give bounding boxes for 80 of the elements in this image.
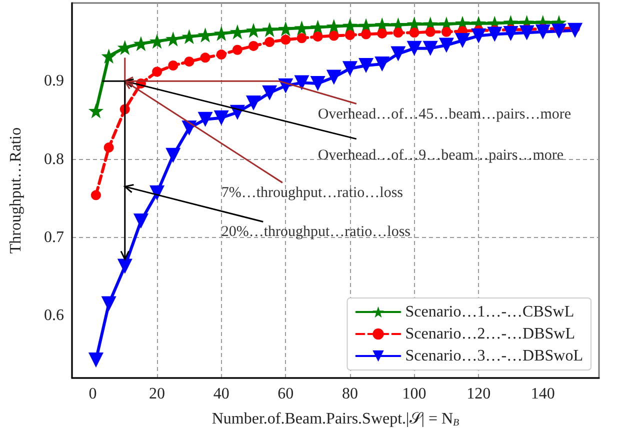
- point: [568, 22, 583, 38]
- point: [262, 85, 278, 100]
- point: [377, 28, 388, 38]
- point: [90, 190, 101, 200]
- point: [264, 37, 275, 48]
- point: [214, 110, 229, 126]
- point: [535, 24, 550, 40]
- x-tick-label: 60: [278, 386, 294, 402]
- point: [262, 22, 278, 38]
- point: [133, 213, 148, 228]
- point: [182, 29, 197, 44]
- point: [310, 76, 326, 91]
- point: [374, 56, 390, 72]
- y-tick-label: 0.8: [44, 150, 64, 168]
- point: [390, 46, 406, 62]
- point: [232, 44, 242, 55]
- point: [296, 33, 307, 44]
- point: [294, 75, 310, 90]
- y-axis-title: Throughput…Ratio: [8, 127, 24, 254]
- point: [88, 352, 104, 368]
- point: [441, 26, 452, 37]
- point: [328, 30, 339, 41]
- x-tick-label: 0: [88, 386, 97, 402]
- legend-label: Scenario…1…-…CBSwL: [405, 304, 574, 320]
- point: [393, 28, 404, 38]
- point: [101, 48, 116, 64]
- point: [248, 40, 259, 51]
- point: [310, 20, 326, 35]
- point: [342, 18, 358, 34]
- point: [409, 28, 420, 38]
- point: [342, 61, 358, 76]
- point: [455, 33, 470, 48]
- legend-label: Scenario…3…-…DBSwoL: [405, 348, 584, 364]
- point: [280, 34, 291, 45]
- point: [246, 96, 262, 110]
- point: [246, 22, 262, 38]
- x-tick-label: 20: [149, 386, 166, 402]
- y-tick-label: 0.6: [44, 307, 64, 324]
- y-tick-label: 0.9: [44, 72, 64, 90]
- point: [503, 26, 518, 41]
- point: [471, 28, 486, 44]
- point: [487, 26, 502, 42]
- point: [101, 296, 116, 312]
- point: [519, 25, 534, 40]
- point: [166, 148, 181, 163]
- x-tick-label: 40: [213, 386, 230, 402]
- point: [104, 142, 114, 153]
- point: [184, 56, 194, 67]
- y-tick-label: 0.7: [44, 228, 64, 246]
- point: [117, 40, 132, 56]
- point: [358, 58, 374, 73]
- point: [438, 38, 454, 53]
- point: [425, 26, 436, 37]
- point: [326, 70, 342, 85]
- point: [406, 40, 422, 56]
- x-tick-label: 140: [530, 386, 555, 402]
- annotation: Overhead…of…45…beam…pairs…more: [318, 106, 572, 123]
- point: [117, 258, 132, 274]
- point: [422, 40, 438, 56]
- point: [344, 30, 355, 40]
- x-tick-label: 120: [466, 386, 491, 402]
- point: [198, 112, 213, 127]
- legend-label: Scenario…2…-…DBSwL: [405, 326, 576, 342]
- annotation: Overhead…of…9…beam…pairs…more: [318, 147, 564, 164]
- point: [326, 18, 342, 34]
- point: [88, 103, 104, 118]
- point: [551, 24, 566, 39]
- point: [361, 29, 372, 40]
- point: [312, 32, 323, 42]
- point: [150, 185, 165, 200]
- point: [294, 20, 310, 36]
- x-tick-label: 80: [342, 386, 358, 402]
- x-tick-label: 100: [402, 386, 426, 402]
- point: [152, 66, 162, 77]
- point: [216, 50, 226, 60]
- point: [200, 52, 210, 63]
- point: [278, 21, 294, 36]
- annotation: 7%…throughput…ratio…loss: [221, 184, 404, 201]
- point: [168, 60, 178, 70]
- annotation: 20%…throughput…ratio…loss: [221, 224, 411, 240]
